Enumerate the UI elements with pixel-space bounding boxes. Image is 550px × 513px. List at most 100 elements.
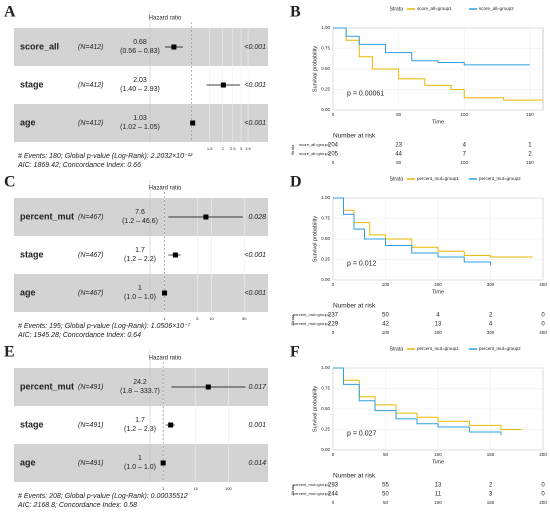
p-label: 0.001 [248, 422, 266, 429]
legend-title: Strata [390, 6, 404, 12]
risk-count: 3 [489, 492, 493, 498]
risk-count: 0 [541, 313, 545, 319]
y-tick-label: 0.25 [321, 257, 330, 262]
x-tick-label: 150 [487, 452, 495, 457]
footer: AIC: 1945.28; Concordance Index: 0.64 [17, 332, 141, 339]
risk-strata-title: Strata [290, 144, 295, 155]
risk-tick-label: 0 [332, 160, 335, 165]
row-name: stage [20, 419, 44, 429]
x-tick-label: 2.5 [230, 146, 236, 151]
row-n: (N=412) [78, 82, 103, 89]
risk-count: 205 [328, 152, 339, 158]
row-n: (N=412) [78, 44, 103, 51]
risk-count: 4 [463, 143, 467, 149]
risk-tick-label: 50 [396, 160, 402, 165]
p-value: p = 0.012 [347, 260, 376, 267]
risk-count: 11 [435, 492, 442, 498]
hr-point [172, 252, 178, 258]
row-band [14, 28, 268, 66]
hr-label: 0.68 [133, 39, 147, 46]
row-band [14, 274, 268, 312]
x-tick-label: 100 [225, 486, 232, 491]
panel-label: C [4, 174, 16, 191]
row-name: percent_mut [20, 381, 74, 391]
risk-strata-title: Strata [290, 484, 295, 495]
x-tick-label: 100 [382, 282, 390, 287]
ci-label: (0.56 – 0.83) [120, 48, 160, 55]
risk-tick-label: 100 [382, 330, 390, 335]
risk-strata: score_all=group1 [299, 142, 331, 147]
risk-count: 55 [382, 483, 389, 489]
risk-count: 42 [382, 322, 389, 328]
survival-curve [333, 27, 543, 101]
x-tick-label: 100 [460, 112, 468, 117]
ci-label: (1.40 – 2.93) [120, 86, 160, 93]
x-tick-label: 100 [434, 452, 442, 457]
footer: AIC: 1869.42; Concordance Index: 0.66 [17, 162, 141, 169]
x-tick-label: 150 [526, 112, 534, 117]
risk-tick-label: 100 [460, 160, 468, 165]
y-tick-label: 0.25 [321, 427, 330, 432]
hr-point [171, 44, 177, 50]
header: Hazard ratio [149, 186, 182, 192]
p-label: <0.001 [244, 120, 266, 127]
y-tick-label: 0.00 [321, 277, 330, 282]
risk-count: 13 [435, 322, 442, 328]
x-tick-label: 400 [539, 282, 547, 287]
risk-title: Number at risk [333, 473, 376, 480]
risk-count: 4 [436, 313, 440, 319]
risk-strata: percent_mut=group1 [293, 312, 331, 317]
panel-label: F [290, 344, 300, 361]
legend-label: percent_mut=group2 [479, 346, 521, 351]
row-n: (N=467) [78, 214, 103, 221]
header: Hazard ratio [149, 16, 182, 22]
risk-count: 293 [328, 483, 339, 489]
risk-count: 229 [328, 322, 339, 328]
y-tick-label: 0.50 [321, 66, 330, 71]
risk-count: 50 [382, 313, 389, 319]
row-name: percent_mut [20, 211, 74, 221]
legend-title: Strata [390, 176, 404, 182]
risk-tick-label: 0 [332, 500, 335, 505]
survival-curve [333, 197, 491, 266]
panel-label: E [4, 344, 15, 361]
risk-count: 0 [541, 492, 545, 498]
y-axis-title: Survival probability [312, 386, 318, 432]
risk-strata: percent_mut=group1 [293, 482, 331, 487]
row-n: (N=412) [78, 120, 103, 127]
legend-label: percent_mut=group2 [479, 176, 521, 181]
risk-count: 0 [541, 483, 545, 489]
y-tick-label: 0.00 [321, 447, 330, 452]
y-tick-label: 0.75 [321, 46, 330, 51]
risk-strata-title: Strata [290, 314, 295, 325]
x-axis-title: Time [432, 289, 444, 295]
row-n: (N=491) [78, 422, 103, 429]
p-value: p = 0.027 [347, 430, 376, 437]
y-axis-title: Survival probability [312, 216, 318, 262]
y-tick-label: 1.00 [321, 195, 330, 200]
risk-count: 2 [489, 483, 493, 489]
hr-point [190, 120, 196, 126]
risk-count: 244 [328, 492, 339, 498]
risk-tick-label: 300 [487, 330, 495, 335]
p-value: p = 0.00061 [347, 90, 384, 97]
hr-label: 7.6 [135, 209, 145, 216]
x-tick-label: 200 [434, 282, 442, 287]
survival-curve [333, 197, 533, 258]
x-tick-label: 10 [194, 486, 199, 491]
y-tick-label: 0.50 [321, 406, 330, 411]
risk-tick-label: 150 [526, 160, 534, 165]
ci-label: (1.02 – 1.05) [120, 124, 160, 131]
risk-count: 7 [463, 152, 467, 158]
x-tick-label: 50 [383, 452, 389, 457]
header: Hazard ratio [149, 356, 182, 362]
p-label: <0.001 [244, 82, 266, 89]
risk-title: Number at risk [333, 303, 376, 310]
risk-count: 44 [395, 152, 402, 158]
x-tick-label: 3 [240, 146, 243, 151]
ci-label: (1.2 – 2.2) [124, 256, 156, 263]
hr-label: 1.7 [135, 417, 145, 424]
risk-tick-label: 200 [434, 330, 442, 335]
x-tick-label: 5 [196, 316, 199, 321]
